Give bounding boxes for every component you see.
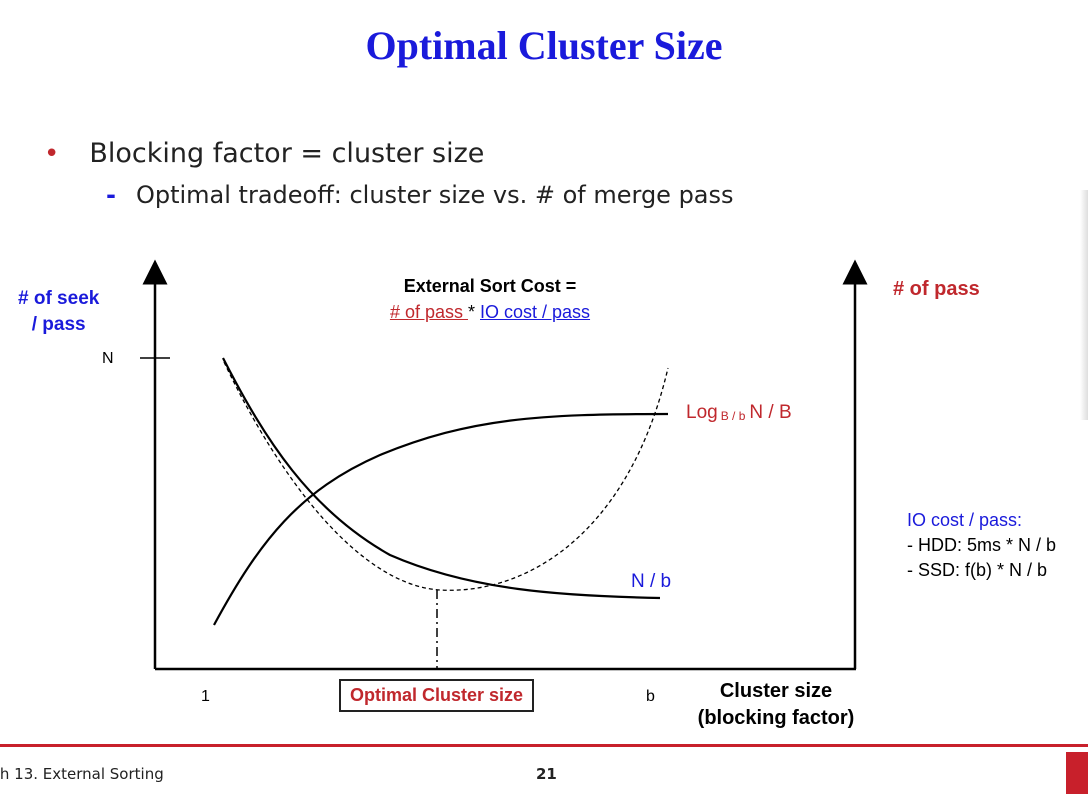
sub-bullet-text: Optimal tradeoff: cluster size vs. # of … bbox=[135, 181, 734, 209]
slide-title: Optimal Cluster Size bbox=[365, 23, 723, 68]
io-cost-title: IO cost / pass: bbox=[907, 510, 1023, 530]
page-number: 21 bbox=[536, 765, 557, 783]
cost-title: External Sort Cost = bbox=[403, 276, 577, 296]
bullet-marker: • bbox=[44, 138, 60, 169]
io-cost-hdd: - HDD: 5ms * N / b bbox=[907, 535, 1057, 555]
page-edge-shadow bbox=[1080, 190, 1088, 420]
y-tick-label: N bbox=[102, 350, 114, 367]
logo-icon bbox=[1066, 752, 1088, 794]
left-axis-label-line2: / pass bbox=[31, 314, 86, 335]
cost-formula: # of pass * IO cost / pass bbox=[340, 302, 640, 323]
log-base: B / b bbox=[720, 409, 746, 423]
bullet-item: • Blocking factor = cluster size bbox=[44, 138, 734, 169]
right-axis-label: # of pass bbox=[893, 278, 980, 300]
log-prefix: Log bbox=[686, 402, 718, 423]
sub-bullet-item: - Optimal tradeoff: cluster size vs. # o… bbox=[106, 181, 734, 209]
x-tick-end-label: b bbox=[646, 688, 655, 705]
x-tick-start-label: 1 bbox=[201, 688, 210, 705]
log-argument: N / B bbox=[749, 402, 792, 423]
seek-curve-label: N / b bbox=[631, 571, 672, 592]
footer-divider bbox=[0, 744, 1088, 747]
x-axis-label-line2: (blocking factor) bbox=[697, 707, 855, 729]
bullet-list: • Blocking factor = cluster size - Optim… bbox=[44, 138, 734, 209]
left-axis-label: # of seek / pass bbox=[18, 286, 99, 338]
cost-term-pass: # of pass bbox=[389, 302, 468, 322]
cost-operator: * bbox=[467, 302, 480, 322]
bullet-text: Blocking factor = cluster size bbox=[89, 138, 485, 169]
total-cost-curve bbox=[223, 361, 669, 591]
sub-bullet-marker: - bbox=[106, 181, 116, 209]
left-axis-label-line1: # of seek bbox=[18, 288, 100, 309]
x-axis-label: Cluster size (blocking factor) bbox=[686, 678, 866, 732]
footer-chapter: th 13. External Sorting bbox=[0, 765, 164, 783]
num-pass-curve bbox=[213, 412, 669, 626]
optimal-cluster-label: Optimal Cluster size bbox=[339, 679, 535, 712]
io-cost-note: IO cost / pass: - HDD: 5ms * N / b - SSD… bbox=[907, 508, 1056, 583]
x-axis-label-line1: Cluster size bbox=[719, 680, 833, 702]
cost-term-io: IO cost / pass bbox=[480, 302, 591, 322]
io-cost-ssd: - SSD: f(b) * N / b bbox=[907, 560, 1048, 580]
seek-per-pass-curve bbox=[222, 357, 661, 600]
